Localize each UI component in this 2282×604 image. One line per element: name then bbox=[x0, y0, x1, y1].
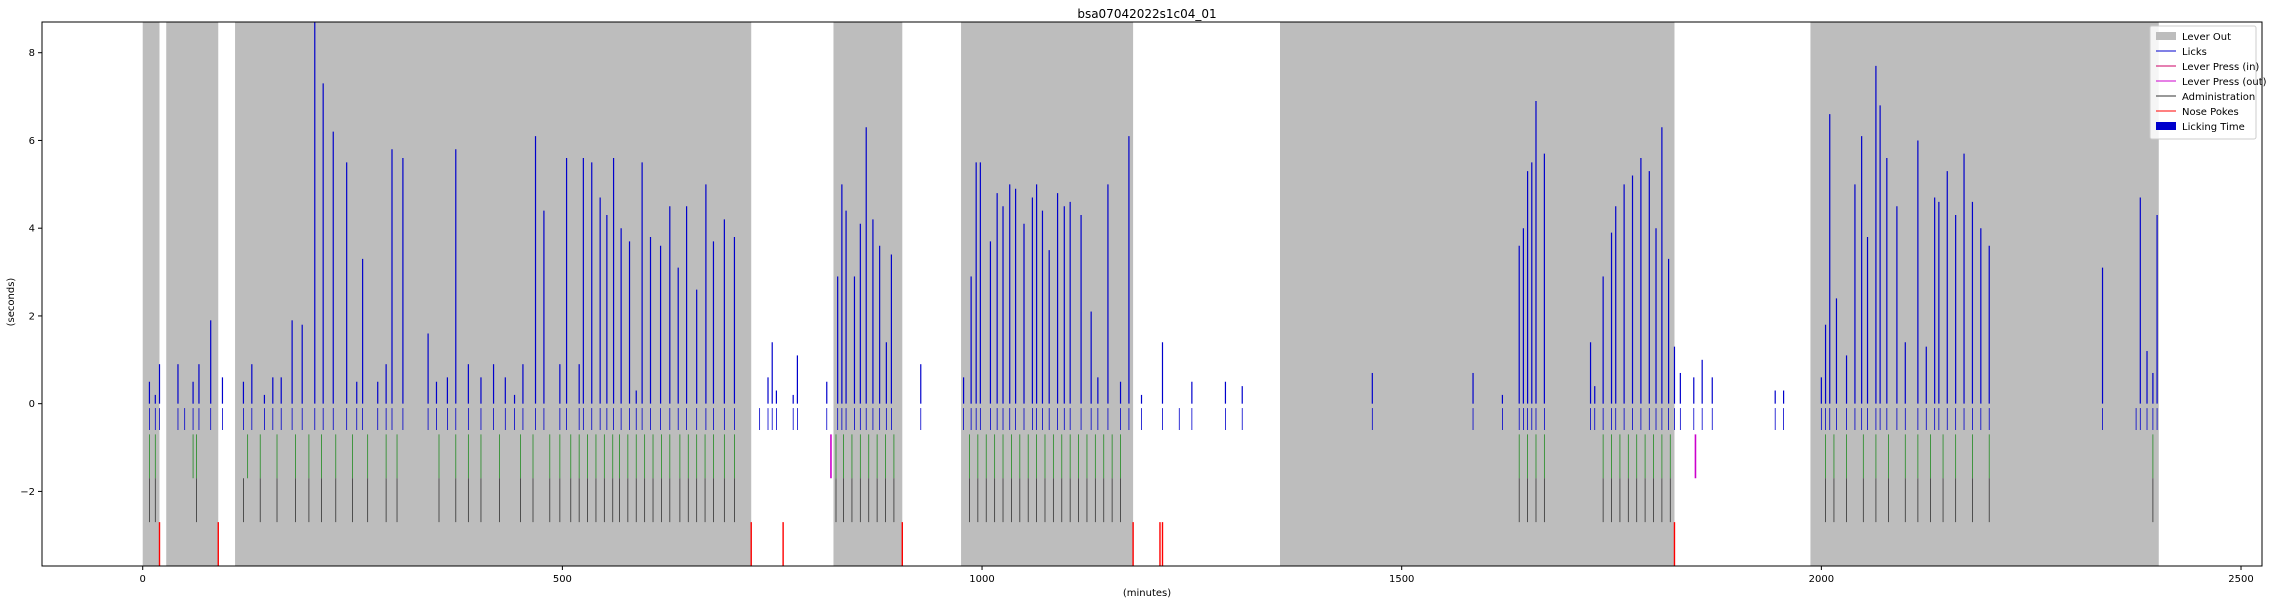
y-tick-label: 6 bbox=[29, 136, 35, 147]
legend-label: Lever Press (out) bbox=[2182, 77, 2267, 88]
lever-out-region bbox=[166, 22, 219, 566]
x-tick-label: 500 bbox=[553, 574, 572, 585]
y-tick-label: 0 bbox=[29, 399, 35, 410]
legend-swatch-patch bbox=[2156, 122, 2176, 130]
legend-label: Licking Time bbox=[2182, 122, 2245, 133]
legend-box bbox=[2149, 25, 2257, 140]
x-tick-label: 2000 bbox=[1809, 574, 1834, 585]
plot-frame bbox=[41, 21, 2263, 567]
legend: Lever Out Licks Lever Press (in) Lever Pres… bbox=[2149, 25, 2267, 140]
y-tick-label: 4 bbox=[29, 224, 35, 235]
x-tick-label: 0 bbox=[140, 574, 146, 585]
lever-out-region bbox=[1810, 22, 2159, 566]
axes: 0 500 1000 1500 2000 2500 −2 0 2 4 6 8 bbox=[20, 48, 2253, 585]
lever-out-region bbox=[142, 22, 160, 566]
x-tick-label: 2500 bbox=[2228, 574, 2253, 585]
legend-label: Lever Press (in) bbox=[2182, 62, 2259, 73]
x-axis-label: (minutes) bbox=[1123, 588, 1171, 599]
event-markers bbox=[148, 22, 2158, 566]
lever-out-region bbox=[961, 22, 1134, 566]
legend-label: Lever Out bbox=[2182, 32, 2231, 43]
legend-swatch-patch bbox=[2156, 32, 2176, 40]
lever-out-region bbox=[235, 22, 752, 566]
y-tick-label: 2 bbox=[29, 311, 35, 322]
x-tick-label: 1500 bbox=[1389, 574, 1414, 585]
x-tick-label: 1000 bbox=[969, 574, 994, 585]
lever-out-region bbox=[1279, 22, 1675, 566]
legend-label: Licks bbox=[2182, 47, 2207, 58]
y-tick-label: −2 bbox=[20, 487, 35, 498]
legend-label: Administration bbox=[2182, 92, 2255, 103]
y-axis-label: (seconds) bbox=[6, 278, 17, 327]
lever-out-regions bbox=[142, 22, 2159, 566]
chart-title: bsa07042022s1c04_01 bbox=[1077, 7, 1216, 21]
legend-label: Nose Pokes bbox=[2182, 107, 2239, 118]
y-tick-label: 8 bbox=[29, 48, 35, 59]
